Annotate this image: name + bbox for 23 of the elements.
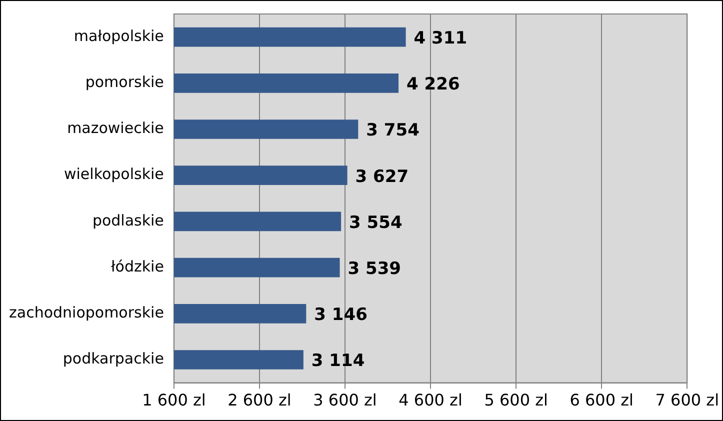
data-label: 3 754	[366, 120, 420, 141]
x-tick-label: 6 600 zl	[570, 390, 634, 410]
y-tick-label: podkarpackie	[62, 350, 164, 368]
data-label: 3 146	[314, 305, 368, 326]
x-tick-label: 5 600 zl	[484, 390, 548, 410]
y-tick-label: zachodniopomorskie	[9, 304, 164, 322]
y-tick-label: łódzkie	[111, 257, 164, 276]
data-label: 3 539	[348, 258, 402, 279]
data-label: 4 311	[414, 28, 468, 48]
data-label: 3 554	[349, 212, 402, 233]
y-tick-label: małopolskie	[74, 26, 164, 45]
y-tick-label: mazowieckie	[67, 119, 164, 138]
x-tick-label: 3 600 zl	[313, 390, 377, 410]
data-label: 4 226	[406, 74, 460, 95]
data-label: 3 627	[355, 166, 409, 187]
x-tick-label: 1 600 zl	[142, 390, 206, 410]
x-tick-label: 7 600 zl	[655, 390, 719, 410]
data-label: 3 114	[311, 351, 365, 372]
y-tick-label: podlaskie	[92, 211, 164, 230]
y-tick-label: wielkopolskie	[64, 165, 164, 184]
x-tick-label: 4 600 zl	[398, 390, 462, 410]
y-tick-label: pomorskie	[85, 73, 164, 92]
x-tick-label: 2 600 zl	[228, 390, 292, 410]
